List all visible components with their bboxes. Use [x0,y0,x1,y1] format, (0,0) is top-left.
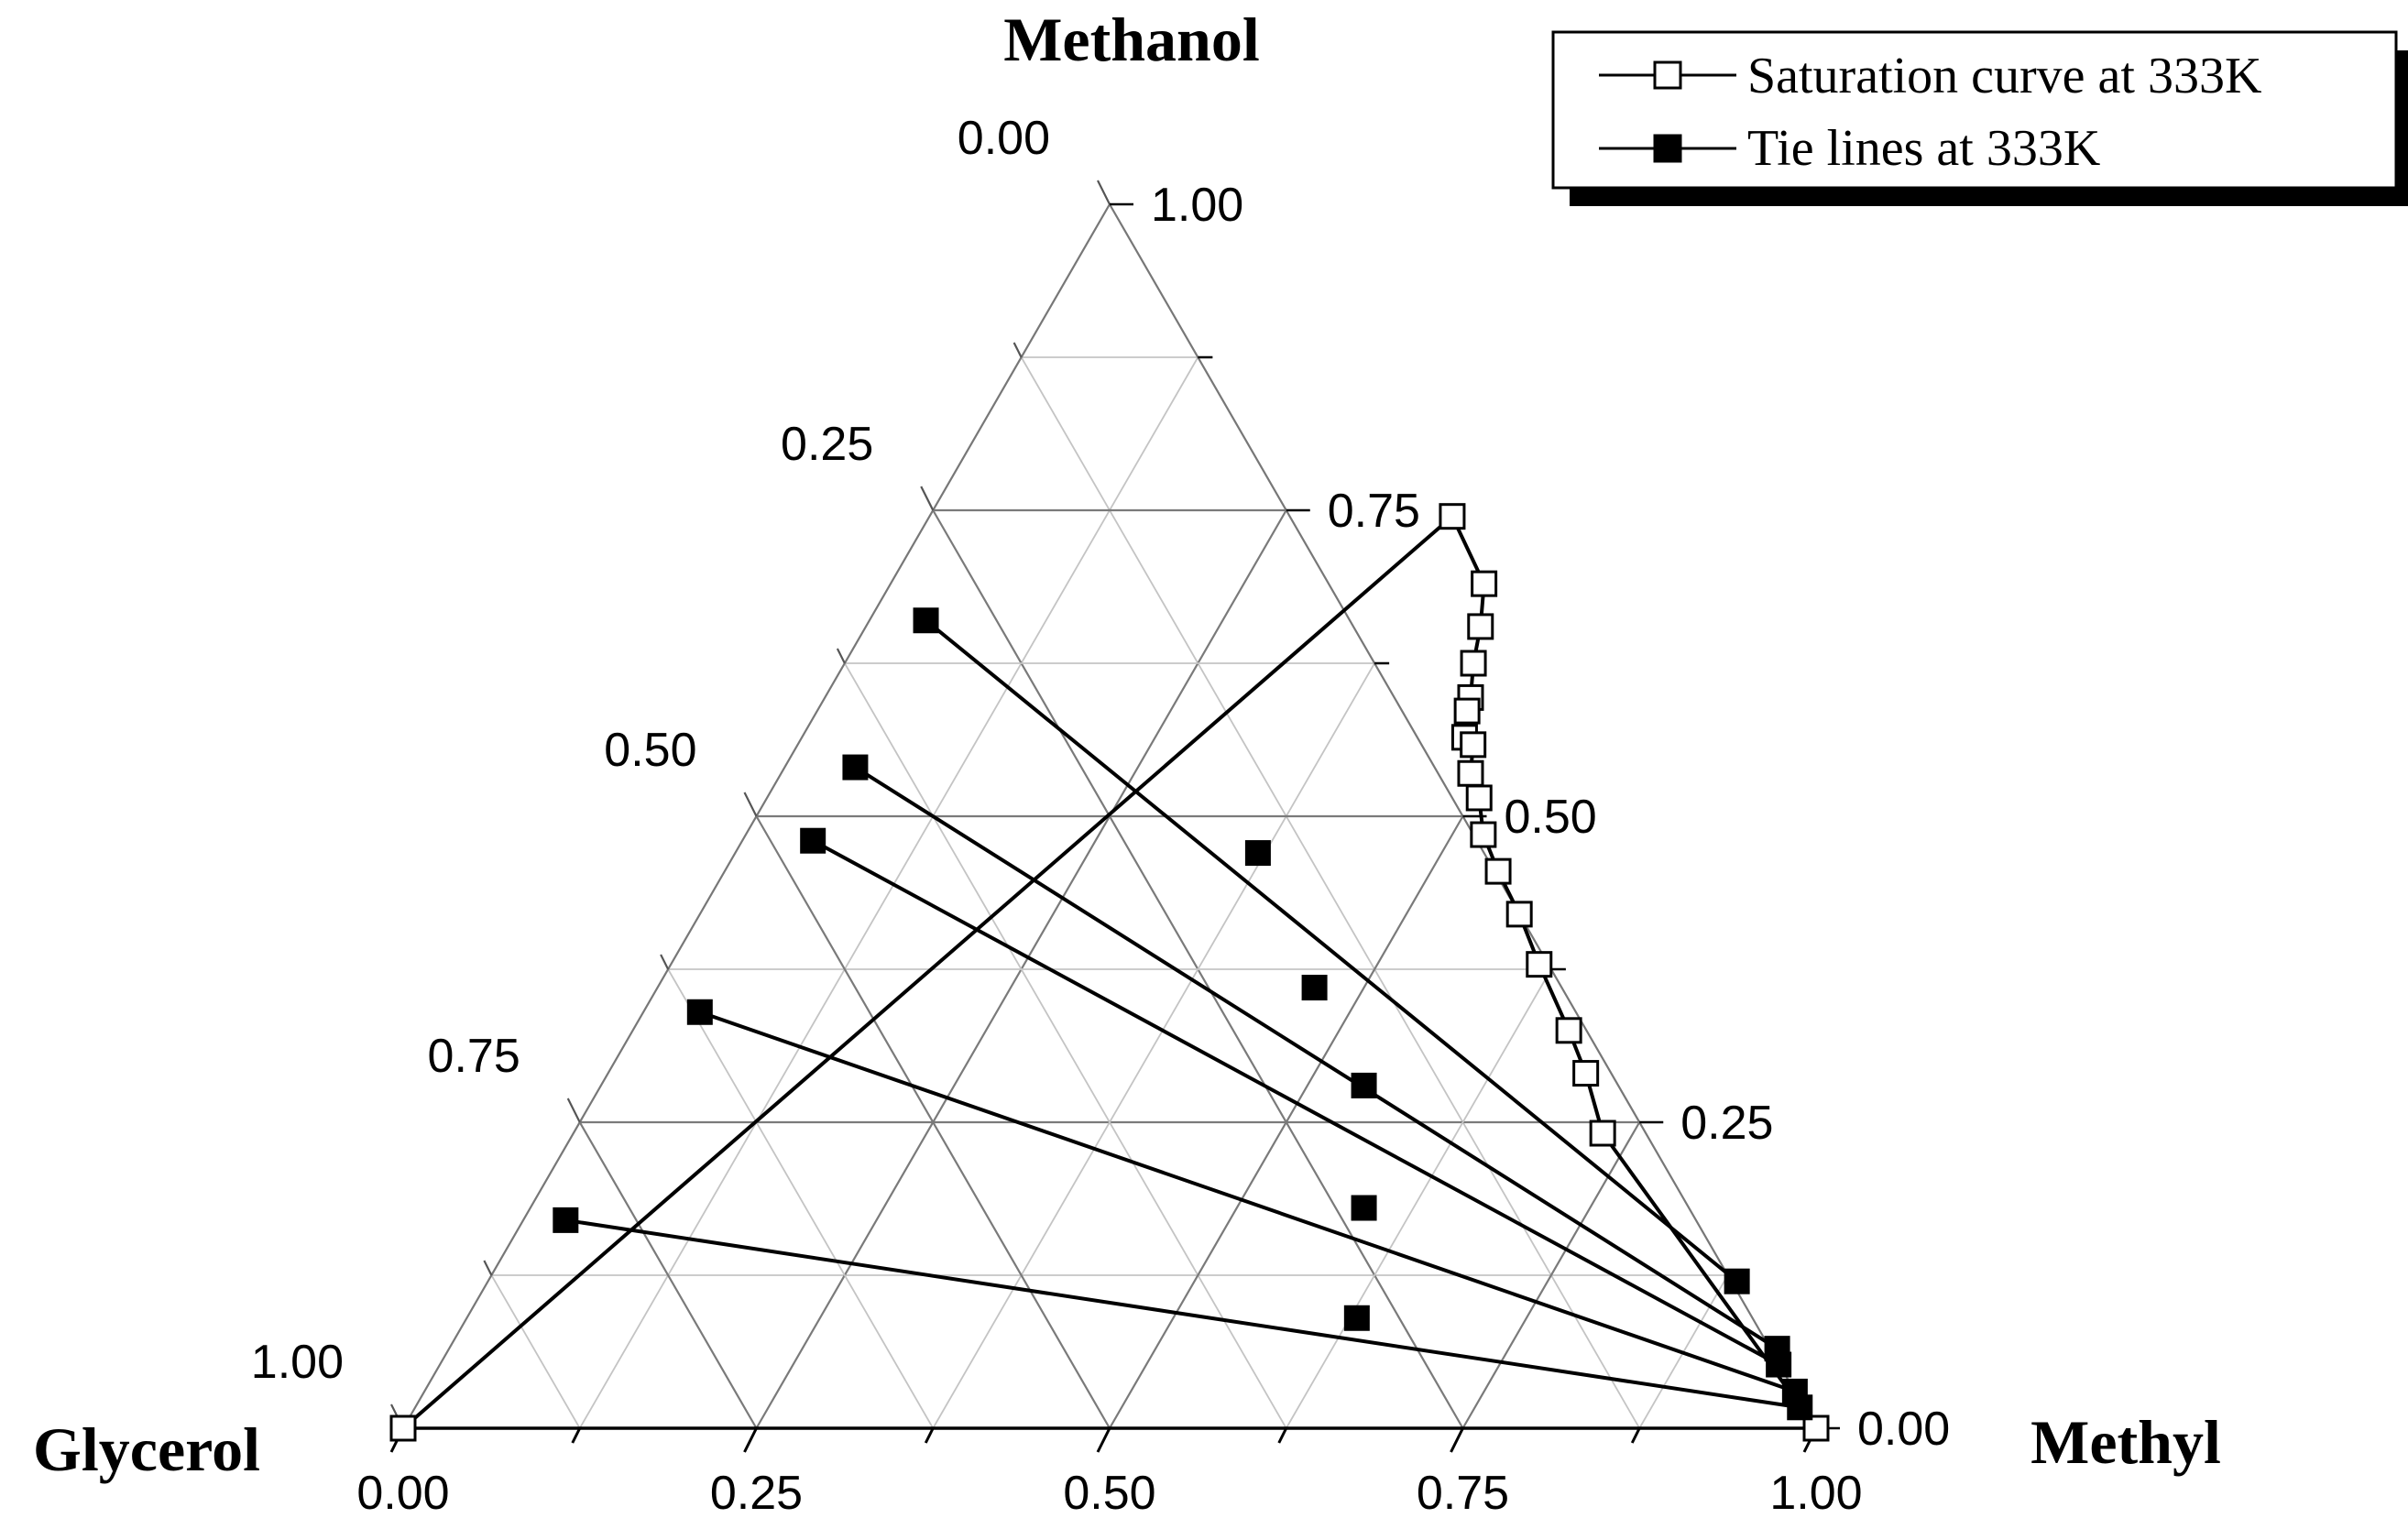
legend-label-tie: Tie lines at 333K [1747,120,2100,177]
tick-label-bottom: 1.00 [1769,1467,1862,1520]
tick-label-right: 0.25 [1680,1097,1773,1150]
grid-lines [490,356,1729,1429]
tick-label-bottom: 0.00 [356,1467,449,1520]
saturation-point [1460,731,1487,759]
grid-line-glycerol [490,1274,581,1429]
tie-line-point [1781,1378,1808,1404]
tick-left [1097,180,1111,205]
tick-bottom [743,1427,758,1453]
saturation-point [1439,503,1466,530]
tick-label-bottom: 0.25 [710,1467,803,1520]
grid-line-glycerol [844,662,1287,1429]
tie-line [565,1218,1801,1410]
saturation-point [1526,951,1553,978]
tick-label-right: 0.50 [1505,791,1597,844]
grid-line-glycerol [578,1121,758,1429]
tie-line [812,838,1780,1367]
tie-line-point [1301,975,1328,1001]
grid-line-methyl [578,356,1199,1429]
tick-left [1012,342,1023,358]
tie-line-point [553,1207,579,1233]
tie-line [699,1010,1796,1393]
tie-line-point [1724,1268,1750,1294]
tie-line-point [1351,1195,1377,1221]
tie-line-point [1244,840,1271,867]
saturation-point [1555,1017,1582,1044]
saturation-point [1457,759,1484,787]
legend-box [1551,30,2398,190]
data-series [389,503,1830,1442]
tick-left [836,648,846,664]
saturation-point [1467,613,1494,640]
tick-bottom [1277,1427,1288,1444]
tie-line [925,618,1738,1283]
vertex-label-methanol: Methanol [1003,5,1260,74]
tie-line [854,765,1779,1350]
saturation-point [1453,697,1481,725]
saturation-point [1572,1060,1600,1087]
tick-bottom [924,1427,935,1444]
legend-label-saturation: Saturation curve at 333K [1747,48,2261,104]
grid-line-glycerol [667,968,935,1429]
grid-line-methyl [932,662,1375,1429]
legend-marker-tie [1653,134,1682,163]
saturation-point [1471,570,1498,597]
tie-line-point [842,754,869,781]
grid-line-methyl [1461,1121,1641,1429]
vertex-label-glycerol: Glycerol [33,1414,260,1484]
tick-left [483,1260,493,1276]
tick-bottom [1630,1427,1641,1444]
saturation-point [1589,1119,1616,1147]
tie-line-point [1351,1072,1377,1098]
tick-bottom [1096,1427,1111,1453]
saturation-point [1505,901,1533,928]
grid-line-glycerol [1020,356,1641,1429]
tie-line-point [913,607,939,634]
saturation-point [1802,1414,1830,1442]
tick-label-right: 1.00 [1151,179,1243,232]
saturation-point [389,1414,417,1442]
legend-marker-saturation [1653,60,1682,90]
tick-left [920,486,935,511]
tick-label-left: 0.00 [958,112,1050,165]
grid-line-methyl [1285,968,1552,1429]
tick-bottom [1450,1427,1464,1453]
legend: Saturation curve at 333K Tie lines at 33… [1551,30,2408,206]
tick-label-left: 0.75 [428,1030,520,1083]
saturation-point [1465,784,1493,812]
tick-left [566,1098,581,1123]
tick-left [743,792,758,817]
tick-bottom [571,1427,582,1444]
tick-label-right: 0.00 [1857,1403,1950,1456]
grid-line-glycerol [755,815,1111,1429]
tie-line-point [800,827,826,854]
saturation-curve-line [401,513,1818,1430]
tie-line-point [1343,1305,1370,1331]
tick-label-left: 0.25 [781,418,873,471]
tick-label-left: 0.50 [604,724,696,777]
tick-label-right: 0.75 [1328,485,1420,538]
vertex-label-methyl: Methyl [2030,1407,2221,1477]
tick-marks: 0.00 0.25 0.50 0.75 1.00 1.00 0.75 0.50 0.25 0.00… [251,112,1950,1520]
tie-line-point [686,999,713,1025]
saturation-point [1460,650,1487,677]
grid-line-methyl [1109,815,1464,1429]
saturation-point [1484,857,1512,885]
tick-label-left: 1.00 [251,1336,344,1389]
tick-left [660,954,670,970]
saturation-point [1470,821,1497,848]
tick-label-bottom: 0.75 [1417,1467,1509,1520]
tick-label-bottom: 0.50 [1063,1467,1155,1520]
tie-line-point [1764,1336,1790,1362]
